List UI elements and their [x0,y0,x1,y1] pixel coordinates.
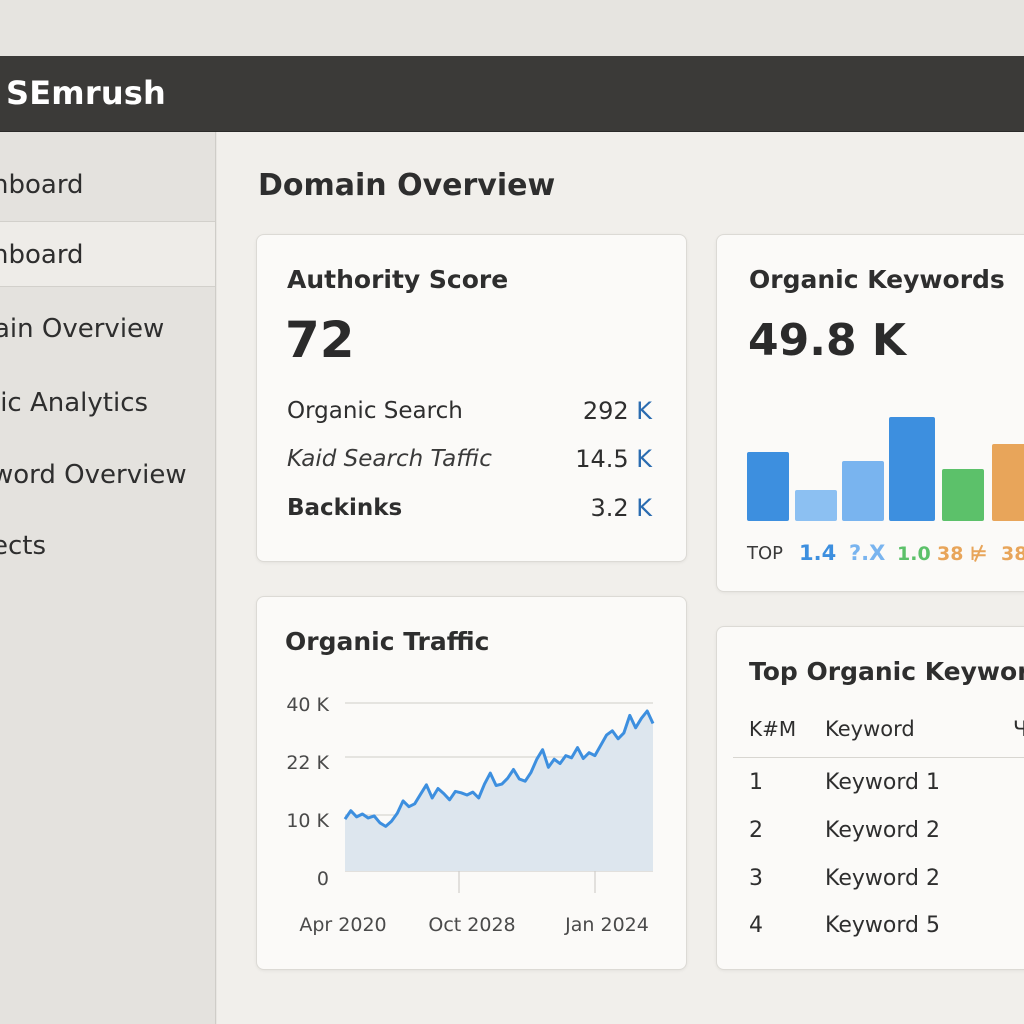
authority-score-value: 72 [285,311,355,369]
organic-traffic-chart: 40 K 22 K 10 K 0 Apr 2020 Oct 2028 Jan 2024 [286,694,655,936]
sidebar-item-keyword-overview[interactable]: word Overview [0,442,215,508]
sidebar-item-label: tic Analytics [0,388,149,418]
bar-label: 1.4 [799,541,837,565]
authority-score-card: Authority Score 72 Organic Search 292 K … [256,234,687,562]
bar-label: ?.X [849,541,886,565]
metric-label: Organic Search [287,398,463,424]
app-header: SEmrush [0,56,1024,132]
sidebar-item-dashboard[interactable]: hboard [0,152,215,218]
card-title: Organic Keywords [749,265,1005,294]
table-cell-rank: 3 [749,866,763,891]
table-cell-keyword[interactable]: Keyword 2 [825,866,940,891]
metric-label: Backinks [287,495,403,521]
table-cell-keyword[interactable]: Keyword 2 [825,818,940,843]
column-header-rank[interactable]: K#M [749,717,797,741]
table-cell-rank: 2 [749,818,763,843]
sidebar-item-domain-overview[interactable]: ain Overview [0,296,215,362]
table-cell-rank: 4 [749,913,763,938]
y-tick-label: 10 K [286,810,329,832]
organic-traffic-card: Organic Traffic 40 K 22 K 10 K 0 Apr 2020 Oct… [256,596,687,970]
x-tick-label: Oct 2028 [428,914,515,936]
sidebar-item-label: word Overview [0,460,187,490]
y-tick-label: 0 [317,868,329,890]
sidebar-item-projects[interactable]: ects [0,513,215,579]
organic-keywords-value: 49.8 K [748,315,906,366]
sidebar-item-label: hboard [0,240,84,270]
page-title: Domain Overview [258,168,556,203]
sidebar-item-dashboard-active[interactable]: hboard [0,221,215,287]
window-top-strip [0,0,1024,56]
keyword-bar[interactable] [842,461,884,521]
sidebar-item-label: ects [0,531,47,561]
app-logo[interactable]: SEmrush [6,74,167,112]
card-title: Authority Score [287,265,509,294]
bar-label-prefix: TOP [747,543,784,564]
metric-value: 3.2 K [590,494,652,522]
x-tick-label: Apr 2020 [299,914,386,936]
sidebar-item-label: hboard [0,170,84,200]
y-tick-label: 22 K [286,752,329,774]
column-header-extra[interactable]: Ч [1013,717,1024,741]
table-cell-keyword[interactable]: Keyword 5 [825,913,940,938]
keyword-bar[interactable] [747,452,789,521]
y-tick-label: 40 K [286,694,329,716]
sidebar-item-traffic-analytics[interactable]: tic Analytics [0,370,215,436]
table-divider [733,757,1024,758]
card-title: Top Organic Keywor [749,657,1024,686]
keyword-bar[interactable] [992,444,1024,521]
keyword-bar[interactable] [942,469,984,521]
column-header-keyword[interactable]: Keyword [825,717,915,741]
keyword-bar[interactable] [889,417,935,521]
x-tick-label: Jan 2024 [564,914,649,936]
metric-label: Kaid Search Taffic [287,446,492,472]
bar-label: 38 [1001,543,1024,565]
metric-value: 14.5 K [575,445,652,473]
keyword-bar[interactable] [795,490,837,521]
traffic-line [343,709,655,828]
metric-value: 292 K [582,397,652,425]
card-title: Organic Traffic [285,627,490,656]
bar-label: 38 ⊭ [937,543,988,565]
table-cell-extra: 1 [1022,770,1024,795]
top-organic-keywords-card: Top Organic Keywor K#M Keyword Ч 1 Keywo… [716,626,1024,970]
sidebar: hboard hboard ain Overview tic Analytics… [0,132,216,1024]
table-cell-keyword[interactable]: Keyword 1 [825,770,940,795]
table-cell-rank: 1 [749,770,763,795]
bar-label: 1.0 [897,543,931,565]
organic-keywords-card: Organic Keywords 49.8 K TOP 1.4 ?.X 1.0 … [716,234,1024,592]
sidebar-item-label: ain Overview [0,314,165,344]
